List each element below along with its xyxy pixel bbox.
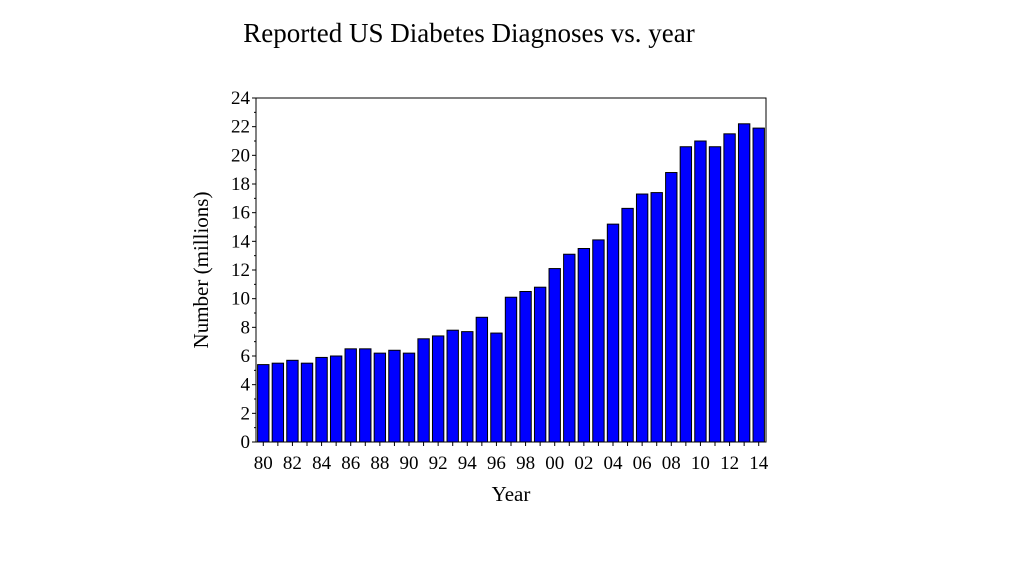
plot-frame	[255, 97, 767, 443]
x-tick-label: 96	[487, 453, 506, 474]
bar-83	[300, 362, 314, 443]
bar-01	[563, 253, 576, 443]
bar-80	[257, 364, 270, 443]
x-tick-label: 94	[458, 453, 478, 474]
y-tick-label: 14	[231, 231, 251, 252]
bar-07	[650, 192, 663, 443]
bar-08	[665, 172, 678, 443]
x-tick-label: 98	[516, 453, 535, 474]
bar-86	[344, 348, 357, 443]
bar-85	[329, 355, 343, 443]
bar-99	[533, 286, 547, 443]
bar-92	[431, 335, 445, 443]
y-tick-label: 18	[231, 174, 250, 195]
x-tick-label: 10	[691, 453, 710, 474]
bar-09	[679, 146, 693, 443]
y-tick-label: 22	[231, 117, 250, 138]
x-tick-label: 02	[574, 453, 593, 474]
y-tick-label: 8	[241, 317, 251, 338]
x-tick-label: 14	[749, 453, 769, 474]
bar-88	[373, 352, 387, 443]
y-tick-label: 20	[231, 145, 250, 166]
bar-93	[446, 329, 459, 443]
bar-05	[621, 207, 634, 443]
bar-98	[519, 291, 532, 443]
bar-81	[271, 362, 285, 443]
x-tick-label: 08	[662, 453, 681, 474]
x-axis: 80 82 84 86 88 90 92 94 96 98 00 02 04 06 08 10 12 14	[254, 442, 769, 474]
y-tick-label: 0	[241, 432, 251, 453]
bar-13	[737, 123, 751, 443]
x-tick-label: 80	[254, 453, 273, 474]
x-tick-label: 12	[720, 453, 739, 474]
bars-layer	[257, 123, 765, 443]
bar-95	[475, 316, 489, 443]
bar-96	[490, 332, 503, 443]
bar-87	[359, 348, 372, 443]
x-tick-label: 04	[604, 453, 624, 474]
y-axis-label: Number (millions)	[189, 192, 213, 349]
bar-10	[694, 140, 707, 443]
bar-97	[504, 296, 518, 443]
y-tick-label: 24	[231, 88, 251, 109]
bar-12	[723, 133, 736, 443]
x-tick-label: 82	[283, 453, 302, 474]
y-tick-label: 12	[231, 260, 250, 281]
bar-14	[752, 127, 765, 443]
bar-89	[388, 349, 401, 443]
x-tick-label: 00	[545, 453, 564, 474]
y-tick-label: 6	[241, 346, 251, 367]
y-tick-label: 10	[231, 289, 250, 310]
x-tick-label: 84	[312, 453, 332, 474]
x-tick-label: 06	[633, 453, 652, 474]
bar-00	[548, 268, 561, 443]
y-tick-label: 2	[241, 403, 251, 424]
bar-90	[402, 352, 416, 443]
chart-title: Reported US Diabetes Diagnoses vs. year	[243, 18, 695, 48]
x-tick-label: 92	[429, 453, 448, 474]
x-tick-label: 86	[341, 453, 360, 474]
bar-94	[461, 331, 474, 443]
x-tick-label: 88	[370, 453, 389, 474]
bar-04	[606, 223, 620, 443]
bar-03	[592, 239, 605, 443]
bar-91	[417, 338, 430, 443]
y-tick-label: 4	[241, 375, 251, 396]
bar-06	[635, 193, 649, 443]
x-axis-label: Year	[492, 482, 531, 506]
bar-02	[577, 248, 591, 443]
bar-11	[708, 146, 722, 443]
y-tick-label: 16	[231, 203, 250, 224]
bar-84	[315, 356, 328, 443]
x-tick-label: 90	[400, 453, 419, 474]
bar-82	[286, 359, 299, 443]
